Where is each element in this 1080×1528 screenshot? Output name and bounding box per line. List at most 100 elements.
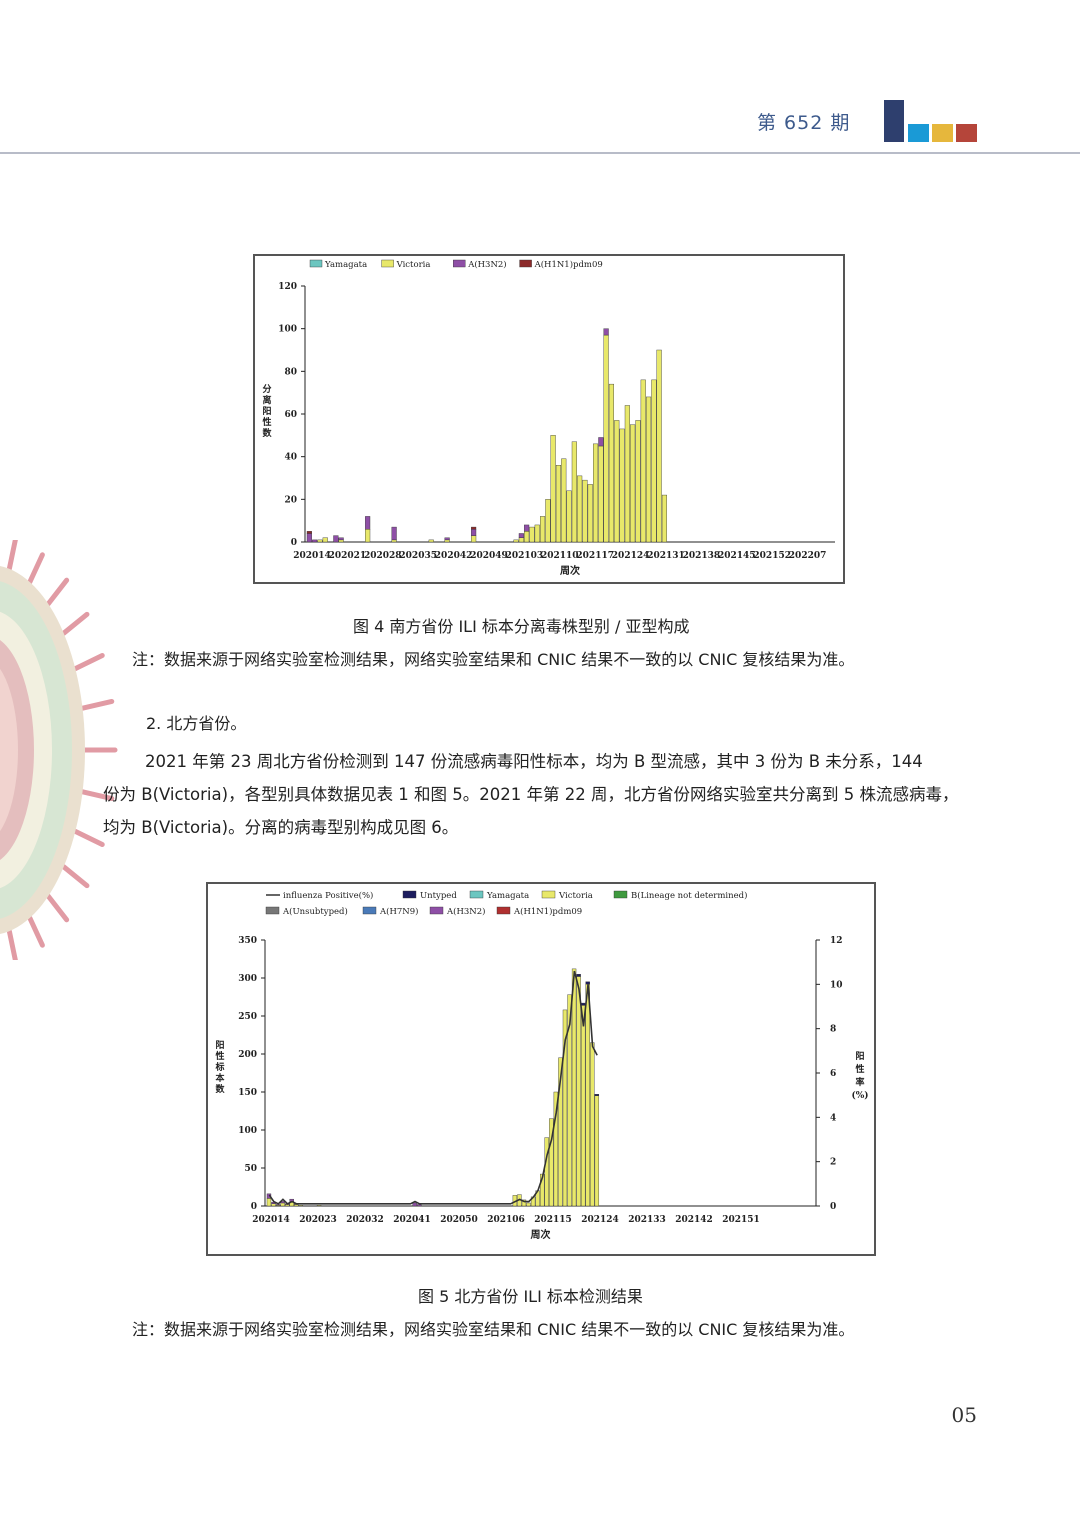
x-tick-label: 202023 [299, 1215, 337, 1225]
x-tick-label: 202032 [346, 1215, 384, 1225]
legend-label: Victoria [558, 891, 593, 901]
y2-axis-title-part: 率 [855, 1076, 864, 1088]
legend-label: A(Unsubtyped) [282, 906, 348, 917]
bar-victoria [566, 490, 572, 543]
y-tick-label: 0 [251, 1202, 257, 1212]
x-tick-label: 202050 [440, 1215, 478, 1225]
bar-victoria [285, 1204, 290, 1207]
x-tick-label: 202035 [399, 551, 437, 561]
legend-swatch [429, 906, 444, 915]
issue-number: 第 652 期 [757, 112, 851, 134]
legend-swatch [402, 890, 417, 899]
paragraph-line: 均为 B(Victoria)。分离的病毒型别构成见图 6。 [103, 818, 459, 837]
y2-tick-label: 10 [830, 980, 843, 990]
bar-victoria [619, 428, 625, 543]
bar-untyped [594, 1094, 600, 1096]
x-tick-label: 202124 [612, 551, 650, 561]
y-axis-title-char: 性 [215, 1050, 224, 1062]
bar-victoria [577, 475, 583, 543]
bar-ah3n2 [333, 535, 339, 543]
legend-label: A(H3N2) [467, 259, 506, 270]
x-tick-label: 202110 [541, 551, 579, 561]
bar-victoria [614, 420, 620, 543]
x-tick-label: 202117 [576, 551, 614, 561]
bar-victoria [561, 458, 567, 543]
bar-victoria [640, 379, 646, 543]
figure-4-chart: 0204060801001202020142020212020282020352… [262, 259, 835, 577]
y-tick-label: 200 [238, 1050, 257, 1060]
bar-ah1n1pdm09 [471, 526, 477, 530]
legend-swatch [452, 259, 466, 268]
figure-5-frame: 0 50 100 150 200 250 300 350 202014 202023 202032 2… [206, 882, 876, 1256]
positive-rate-line [268, 970, 598, 1205]
y-axis-title-char: 阳 [215, 1040, 224, 1051]
y-tick-label: 100 [238, 1126, 257, 1136]
y-axis-title-char: 阳 [262, 406, 271, 417]
bar-victoria [603, 334, 609, 543]
x-tick-label: 202115 [534, 1215, 572, 1225]
bar-ah3n2 [306, 533, 312, 543]
x-tick-label: 202131 [647, 551, 685, 561]
bar-ah3n2 [391, 526, 397, 541]
legend-label: influenza Positive(%) [283, 890, 373, 901]
bar-victoria [646, 396, 652, 543]
bar-victoria [587, 484, 593, 543]
x-tick-label: 202133 [628, 1215, 666, 1225]
x-tick-label: 202049 [470, 551, 508, 561]
bar-untyped [576, 973, 581, 977]
figure-4-note: 注：数据来源于网络实验室检测结果，网络实验室结果和 CNIC 结果不一致的以 C… [132, 650, 855, 669]
bar-ah3n2 [312, 539, 318, 543]
y-axis-title-char: 标 [214, 1061, 224, 1073]
bar-ah3n2 [412, 1202, 417, 1207]
y2-tick-label: 6 [830, 1069, 836, 1079]
bar-victoria [529, 526, 535, 543]
bar-victoria [322, 537, 328, 543]
bar-ah3n2 [365, 516, 371, 530]
bar-victoria [544, 1137, 549, 1207]
x-tick-label: 202021 [329, 551, 367, 561]
bar-victoria [338, 539, 344, 543]
bar-ah3n2 [417, 1204, 422, 1207]
bar-victoria [550, 435, 556, 543]
y-axis-title-char: 性 [262, 416, 271, 428]
bar-victoria [280, 1202, 285, 1207]
bar-ah3n2 [275, 1204, 281, 1206]
bar-victoria [266, 1198, 272, 1207]
y-tick-label: 20 [284, 495, 297, 505]
y-tick-label: 120 [278, 282, 297, 292]
bar-victoria [571, 968, 577, 1207]
bar-victoria [555, 464, 562, 543]
bar-victoria [635, 420, 641, 543]
y-tick-label: 60 [284, 410, 297, 420]
figure-5-caption: 图 5 北方省份 ILI 标本检测结果 [418, 1287, 643, 1306]
bar-victoria [590, 1042, 595, 1207]
bar-victoria [576, 976, 581, 1207]
paragraph-line: 份为 B(Victoria)，各型别具体数据见表 1 和图 5。2021 年第 … [103, 785, 959, 804]
brand-logo [884, 100, 980, 142]
x-tick-label: 202103 [506, 551, 544, 561]
x-tick-label: 202106 [487, 1215, 525, 1225]
legend-swatch [496, 906, 511, 915]
bar-victoria [562, 1009, 568, 1207]
bar-victoria [585, 983, 590, 1207]
y-tick-label: 300 [238, 974, 257, 984]
x-tick-label: 202152 [753, 551, 791, 561]
y-tick-label: 0 [291, 538, 297, 548]
bar-victoria [298, 1205, 304, 1207]
bar-victoria [651, 379, 657, 543]
x-tick-label: 202142 [675, 1215, 713, 1225]
bar-victoria [444, 539, 450, 543]
x-tick-label: 202151 [722, 1215, 760, 1225]
bar-victoria [553, 1091, 559, 1207]
y2-tick-label: 0 [830, 1202, 836, 1212]
bar-victoria [391, 539, 397, 543]
bar-victoria [567, 994, 572, 1207]
bar-victoria [545, 499, 551, 543]
bar-victoria [582, 479, 588, 543]
bar-ah3n2 [598, 437, 604, 447]
x-tick-label: 202138 [683, 551, 721, 561]
bar-ah3n2 [471, 529, 477, 536]
legend-swatch [381, 259, 394, 268]
header-divider [0, 152, 1080, 154]
